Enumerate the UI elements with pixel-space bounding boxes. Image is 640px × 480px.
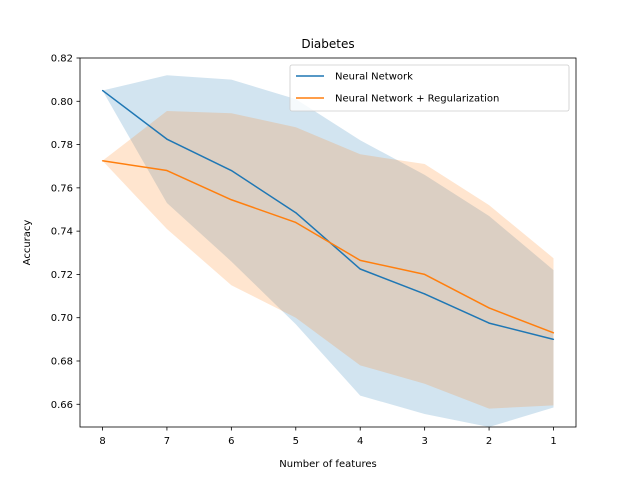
x-tick-label: 1 bbox=[550, 436, 556, 447]
y-tick-label: 0.82 bbox=[51, 54, 73, 65]
data-point-series-2 bbox=[488, 307, 490, 309]
x-tick-label: 2 bbox=[486, 436, 492, 447]
y-tick-label: 0.76 bbox=[51, 183, 73, 194]
x-tick-label: 3 bbox=[421, 436, 427, 447]
y-axis-label: Accuracy bbox=[22, 220, 33, 266]
data-point-series-2 bbox=[230, 199, 232, 201]
data-point-series-2 bbox=[101, 160, 104, 162]
y-tick-label: 0.66 bbox=[51, 400, 73, 411]
data-point-series-1 bbox=[552, 338, 555, 340]
y-tick-label: 0.74 bbox=[51, 227, 73, 238]
data-point-series-1 bbox=[424, 293, 426, 295]
x-axis: 8 7 6 5 4 3 2 1 bbox=[99, 427, 557, 447]
data-point-series-1 bbox=[230, 169, 232, 172]
plot-frame bbox=[79, 57, 577, 428]
data-point-series-2 bbox=[166, 169, 168, 172]
data-point-series-2 bbox=[552, 332, 555, 334]
legend-label-series-2: Neural Network + Regularization bbox=[335, 94, 499, 105]
data-point-series-2 bbox=[295, 221, 297, 224]
data-point-series-2 bbox=[359, 259, 361, 261]
legend: Neural Network Neural Network + Regulariz… bbox=[289, 64, 570, 112]
x-tick-label: 7 bbox=[164, 436, 170, 447]
data-point-series-1 bbox=[166, 138, 168, 140]
y-tick-label: 0.72 bbox=[51, 270, 73, 281]
y-axis: 0.66 0.68 0.70 0.72 0.74 0.76 0.78 0.80 0.82 bbox=[51, 54, 80, 411]
line-series-2 bbox=[102, 160, 554, 334]
legend-label-series-1: Neural Network bbox=[335, 72, 413, 83]
data-point-series-1 bbox=[295, 212, 297, 214]
x-axis-label: Number of features bbox=[279, 459, 376, 470]
x-tick-label: 6 bbox=[228, 436, 234, 447]
data-point-series-1 bbox=[359, 268, 361, 270]
y-tick-label: 0.68 bbox=[51, 356, 73, 367]
x-tick-label: 5 bbox=[293, 436, 299, 447]
data-point-series-1 bbox=[101, 89, 104, 92]
x-tick-label: 4 bbox=[357, 436, 363, 447]
legend-box bbox=[289, 64, 570, 112]
y-tick-label: 0.80 bbox=[51, 97, 73, 108]
x-tick-label: 8 bbox=[99, 436, 105, 447]
data-point-series-2 bbox=[424, 273, 426, 276]
data-point-series-1 bbox=[488, 322, 490, 324]
y-tick-label: 0.78 bbox=[51, 140, 73, 151]
series-lines bbox=[101, 89, 555, 341]
chart-title: Diabetes bbox=[301, 37, 354, 51]
y-tick-label: 0.70 bbox=[51, 313, 73, 324]
band-series-2 bbox=[102, 111, 554, 409]
